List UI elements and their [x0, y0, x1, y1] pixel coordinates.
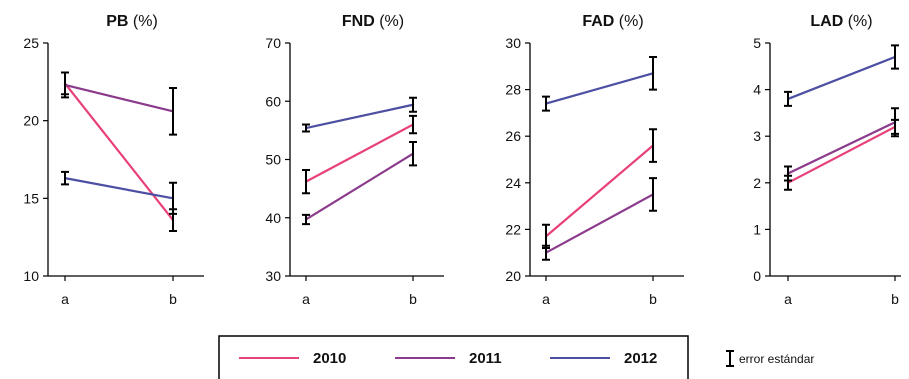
chart-panel-pb: PB (%) 10 15 20 25 a b	[23, 13, 204, 307]
error-note: error estándar	[726, 350, 814, 367]
error-bar-2012	[409, 96, 417, 113]
error-bar-2011	[409, 141, 417, 167]
chart-panel-fnd: FND (%) 30 40 50 60 70 a b	[265, 13, 444, 307]
chart-title: PB (%)	[106, 13, 158, 30]
series-line-2010	[63, 82, 175, 222]
error-bar-2011	[61, 71, 69, 99]
error-bar-2010	[302, 168, 310, 195]
y-tick-label: 60	[265, 93, 281, 109]
series-line-2010	[786, 125, 897, 184]
error-bar-2012	[891, 44, 899, 70]
error-bar-2011	[169, 87, 177, 136]
x-tick-label: a	[542, 291, 550, 307]
error-bar-2012	[169, 181, 177, 215]
legend: 2010 2011 2012	[218, 335, 689, 379]
y-tick-label: 22	[505, 221, 521, 237]
chart-panel-fad: FAD (%) 20 22 24 26 28 30 a b	[505, 13, 684, 307]
series-line-2011	[786, 121, 897, 175]
y-tick-label: 30	[265, 268, 281, 284]
x-tick-label: b	[409, 291, 417, 307]
series-line-2012	[786, 55, 897, 101]
series-line-2012	[544, 72, 655, 105]
legend-label-2011: 2011	[469, 350, 502, 367]
chart-title: LAD (%)	[810, 13, 872, 30]
error-bar-2010	[542, 223, 550, 250]
error-bar-2011	[649, 177, 657, 212]
series-line-2012	[63, 177, 175, 200]
error-bar-2012	[302, 123, 310, 133]
error-bar-2011	[891, 107, 899, 138]
chart-panel-lad: LAD (%) 0 1 2 3 4 5 a b	[753, 13, 901, 307]
series-line-2012	[304, 103, 415, 130]
x-tick-label: b	[649, 291, 657, 307]
error-note-label: error estándar	[739, 352, 814, 366]
error-bar-2011	[302, 213, 310, 226]
y-tick-label: 20	[505, 268, 521, 284]
y-tick-label: 20	[23, 113, 39, 129]
y-tick-label: 70	[265, 35, 281, 51]
y-tick-label: 24	[505, 175, 521, 191]
y-tick-label: 30	[505, 35, 521, 51]
series-line-2010	[544, 144, 655, 238]
series-line-2011	[63, 83, 175, 113]
error-bar-2011	[784, 165, 792, 182]
y-tick-label: 5	[753, 35, 761, 51]
series-line-2010	[304, 123, 415, 183]
error-bar-symbol-icon	[726, 350, 734, 367]
error-bar-2012	[61, 170, 69, 186]
legend-label-2010: 2010	[313, 350, 346, 367]
y-tick-label: 40	[265, 210, 281, 226]
x-tick-label: a	[302, 291, 310, 307]
y-tick-label: 25	[23, 35, 39, 51]
y-tick-label: 2	[753, 175, 761, 191]
y-tick-label: 1	[753, 221, 761, 237]
error-bar-2012	[542, 95, 550, 112]
error-bar-2010	[649, 128, 657, 163]
y-tick-label: 26	[505, 128, 521, 144]
y-tick-label: 15	[23, 190, 39, 206]
series-line-2011	[544, 193, 655, 254]
error-bar-2010	[409, 114, 417, 135]
legend-box	[218, 335, 689, 379]
x-tick-label: b	[169, 291, 177, 307]
chart-title: FND (%)	[342, 13, 404, 30]
error-bar-2011	[542, 244, 550, 261]
y-tick-label: 4	[753, 82, 761, 98]
y-tick-label: 3	[753, 128, 761, 144]
y-tick-label: 28	[505, 82, 521, 98]
x-tick-label: a	[61, 291, 69, 307]
x-tick-label: b	[891, 291, 899, 307]
legend-label-2012: 2012	[624, 350, 657, 367]
y-tick-label: 10	[23, 268, 39, 284]
y-tick-label: 0	[753, 268, 761, 284]
chart-title: FAD (%)	[582, 13, 643, 30]
series-line-2011	[304, 152, 415, 221]
y-tick-label: 50	[265, 152, 281, 168]
x-tick-label: a	[784, 291, 792, 307]
error-bar-2012	[784, 90, 792, 107]
error-bar-2012	[649, 55, 657, 91]
